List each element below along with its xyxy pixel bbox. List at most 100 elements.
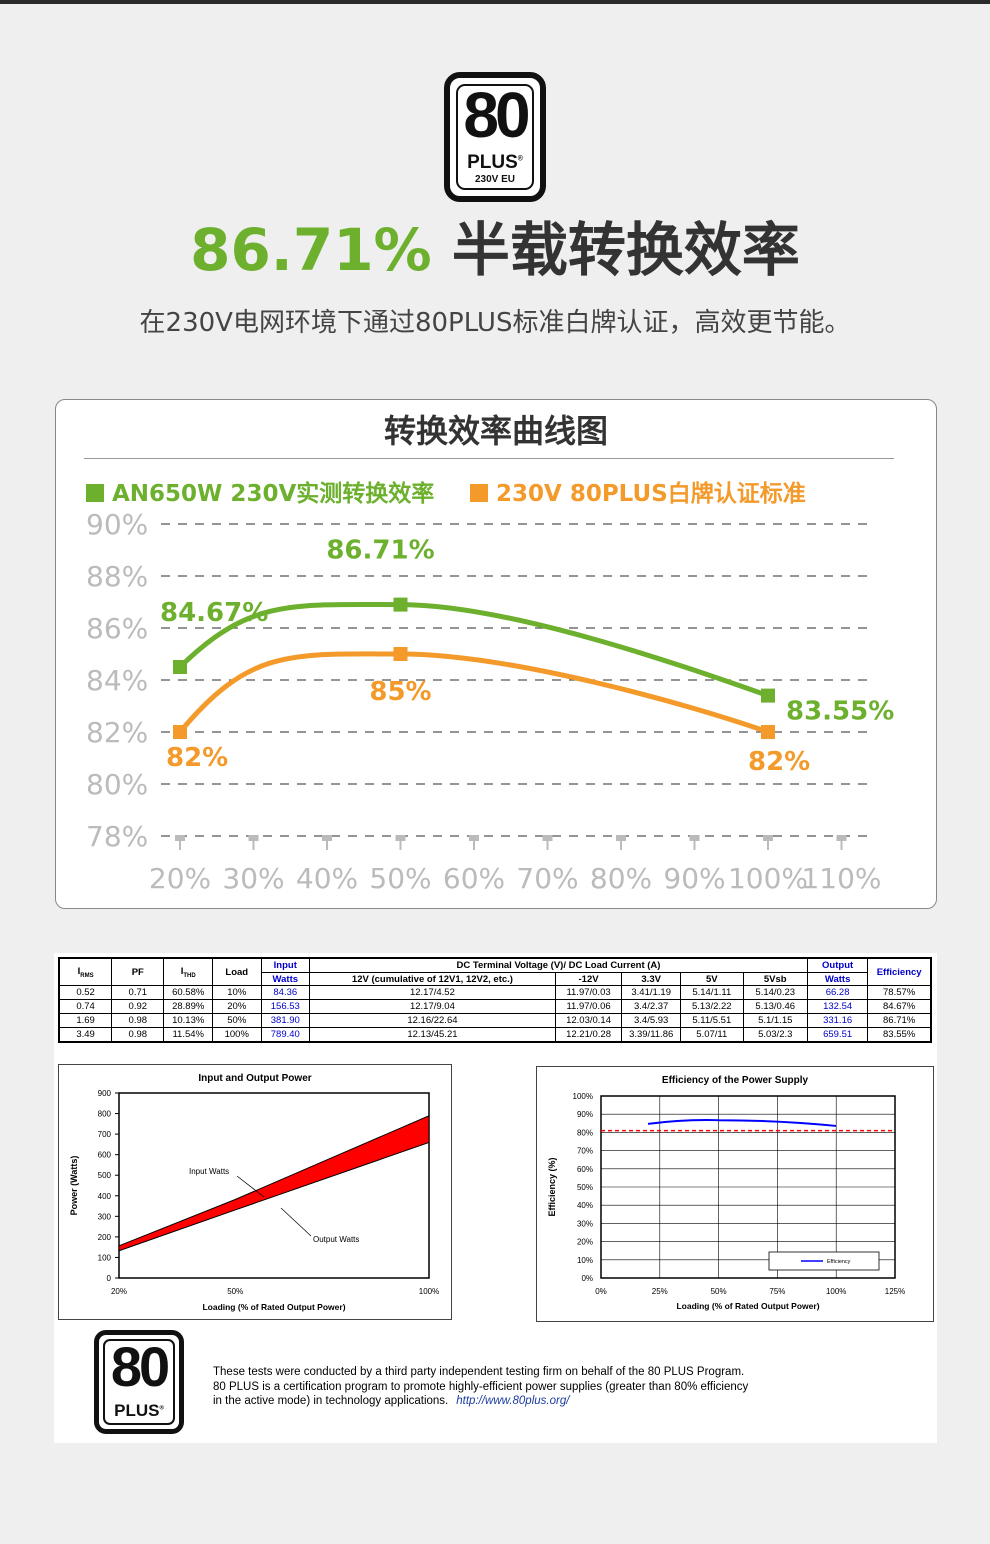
- 80plus-logo: 80 PLUS®: [94, 1330, 184, 1434]
- cell: 20%: [212, 999, 262, 1014]
- header-irms: IRMS: [58, 957, 113, 986]
- cell: 331.16: [806, 1013, 869, 1028]
- cell: 3.49: [58, 1027, 113, 1043]
- header-dc-5vsb: 5Vsb: [742, 972, 808, 986]
- cell: 5.11/5.51: [680, 1013, 744, 1028]
- cell: 12.13/45.21: [309, 1027, 556, 1043]
- cell: 3.39/11.86: [621, 1027, 682, 1043]
- test-results-table: IRMS PF ITHD Load Input DC Terminal Volt…: [58, 957, 932, 1043]
- cell: 12.17/4.52: [309, 985, 556, 1000]
- chart-title: 转换效率曲线图: [383, 412, 608, 450]
- x-tick-label: 50%: [369, 862, 431, 895]
- x-tick-label: 80%: [590, 862, 652, 895]
- header-dc-3v3: 3.3V: [621, 972, 682, 986]
- y-tick-label: 300: [98, 1212, 112, 1221]
- x-tick-label: 25%: [652, 1287, 668, 1296]
- y-tick-label: 700: [98, 1130, 112, 1139]
- header-efficiency: Efficiency: [867, 957, 932, 986]
- cell: 12.03/0.14: [554, 1013, 623, 1028]
- title-divider: [84, 458, 894, 459]
- cell: 12.17/9.04: [309, 999, 556, 1014]
- table-row: 0.52 0.71 60.58% 10% 84.36 12.17/4.52 11…: [58, 985, 932, 1000]
- data-label: 82%: [166, 743, 228, 773]
- x-tick-label: 90%: [663, 862, 725, 895]
- x-tick-label: 70%: [516, 862, 578, 895]
- y-tick-label: 0%: [581, 1274, 593, 1283]
- subheadline: 在230V电网环境下通过80PLUS标准白牌认证，高效更节能。: [139, 308, 851, 338]
- logo-inner-frame: [103, 1339, 175, 1425]
- cell: 1.69: [58, 1013, 113, 1028]
- note-line-3: in the active mode) in technology applic…: [213, 1394, 833, 1409]
- note-line-3-text: in the active mode) in technology applic…: [213, 1395, 449, 1407]
- cell: 659.51: [806, 1027, 869, 1043]
- 80plus-link[interactable]: http://www.80plus.org/: [456, 1395, 570, 1407]
- x-tick-label: 0%: [595, 1287, 607, 1296]
- cell: 156.53: [260, 999, 311, 1014]
- x-tick-label: 110%: [801, 862, 881, 895]
- y-tick-label: 500: [98, 1171, 112, 1180]
- header-output-watts-1: Output: [806, 957, 869, 973]
- x-tick-label: 20%: [149, 862, 211, 895]
- x-tick-label: 40%: [296, 862, 358, 895]
- headline: 86.71% 半载转换效率: [0, 212, 990, 288]
- header-dc-12v: 12V (cumulative of 12V1, 12V2, etc.): [309, 972, 556, 986]
- data-point: [761, 725, 775, 739]
- cell: 86.71%: [867, 1013, 932, 1028]
- cell: 0.98: [111, 1027, 165, 1043]
- headline-percentage: 86.71%: [190, 216, 432, 284]
- data-point: [393, 597, 408, 612]
- cell: 5.13/2.22: [680, 999, 744, 1014]
- y-tick-label: 10%: [577, 1256, 593, 1265]
- x-tick-mark: [836, 835, 847, 841]
- data-label: 86.71%: [326, 536, 434, 566]
- x-tick-mark: [763, 835, 773, 841]
- y-tick-label: 50%: [577, 1183, 593, 1192]
- y-tick-label: 70%: [577, 1147, 593, 1156]
- legend-swatch-green: [86, 484, 104, 502]
- cell: 60.58%: [163, 985, 214, 1000]
- headline-text: 半载转换效率: [451, 216, 800, 284]
- cell: 0.52: [58, 985, 113, 1000]
- x-tick-label: 100%: [419, 1287, 439, 1296]
- power-chart-panel: Input and Output Power 0 100 200 300 400 500 6…: [58, 1064, 452, 1320]
- logo-plus-text: PLUS: [114, 1401, 160, 1420]
- legend-swatch-orange: [470, 484, 488, 502]
- cell: 66.28: [806, 985, 869, 1000]
- x-tick-mark: [542, 835, 553, 841]
- input-watts-label: Input Watts: [189, 1167, 229, 1176]
- data-point: [173, 725, 187, 739]
- header-dc-5v: 5V: [680, 972, 744, 986]
- registered-mark: ®: [517, 155, 523, 163]
- cell: 5.03/2.3: [742, 1027, 808, 1043]
- cell: 10%: [212, 985, 262, 1000]
- data-label: 82%: [748, 747, 810, 777]
- x-tick-label: 50%: [711, 1287, 727, 1296]
- cell: 10.13%: [163, 1013, 214, 1028]
- badge-number: 80: [463, 79, 530, 151]
- x-tick-label: 75%: [769, 1287, 785, 1296]
- header-irms-sub: RMS: [80, 972, 94, 979]
- cell: 381.90: [260, 1013, 311, 1028]
- cell: 5.07/11: [680, 1027, 744, 1043]
- cell: 0.98: [111, 1013, 165, 1028]
- x-tick-mark: [322, 835, 332, 841]
- table-row: 3.49 0.98 11.54% 100% 789.40 12.13/45.21…: [58, 1027, 932, 1043]
- data-label: 83.55%: [786, 697, 894, 727]
- logo-plus: PLUS®: [99, 1401, 179, 1421]
- cell: 0.92: [111, 999, 165, 1014]
- y-tick-label: 88%: [86, 560, 148, 593]
- header-dc-neg12v: -12V: [554, 972, 623, 986]
- cell: 83.55%: [867, 1027, 932, 1043]
- x-axis-label: Loading (% of Rated Output Power): [202, 1302, 345, 1312]
- power-chart-title: Input and Output Power: [198, 1073, 312, 1084]
- y-tick-label: 90%: [577, 1110, 593, 1119]
- legend-box: [768, 1251, 880, 1271]
- badge-inner-frame: [456, 84, 534, 190]
- header-input-watts-2: Watts: [260, 972, 311, 986]
- data-point: [393, 647, 408, 661]
- legend-item-measured: AN650W 230V实测转换效率: [86, 474, 434, 508]
- input-watts-pointer: [236, 1175, 265, 1198]
- x-tick-label: 20%: [111, 1287, 127, 1296]
- efficiency-chart-card: 转换效率曲线图 AN650W 230V实测转换效率 230V 80PLUS白牌认…: [55, 399, 937, 909]
- y-tick-label: 200: [98, 1233, 112, 1242]
